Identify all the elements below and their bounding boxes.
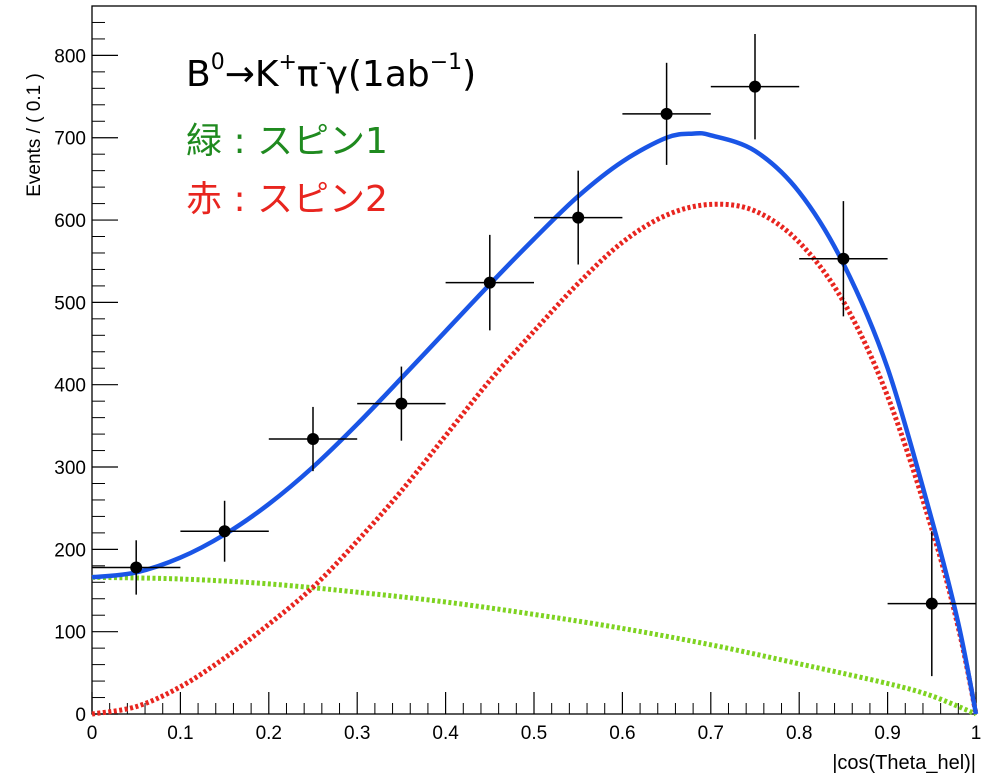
data-point [837, 252, 850, 265]
title-superscript: −1 [429, 50, 463, 75]
x-axis-ticks: 0 0.1 0.2 0.3 0.4 0.5 0.6 0.7 0.8 0.9 1 [87, 692, 982, 744]
data-point [307, 433, 319, 446]
data-point [749, 80, 761, 93]
data-point [395, 397, 408, 410]
y-tick-label: 800 [54, 46, 86, 67]
y-tick-label: 300 [54, 458, 86, 479]
data-point [925, 597, 938, 610]
y-tick-label: 0 [75, 705, 86, 726]
fit-curves [91, 130, 979, 717]
title-superscript: 0 [210, 50, 225, 75]
x-tick-label: 0.7 [698, 723, 724, 744]
x-tick-label: 0.5 [521, 723, 547, 744]
x-tick-label: 0 [87, 723, 98, 744]
y-tick-label: 100 [54, 623, 86, 644]
y-axis-ticks: 0 100 200 300 400 500 600 700 800 [54, 5, 118, 726]
y-tick-label: 200 [54, 540, 86, 561]
y-axis-label: Events / ( 0.1 ) [24, 73, 45, 197]
x-tick-label: 0.9 [874, 723, 900, 744]
y-tick-label: 700 [54, 129, 86, 150]
title-superscript: + [278, 50, 297, 75]
data-point [483, 276, 496, 289]
title-superscript: - [318, 50, 327, 75]
data-point [660, 107, 673, 120]
x-tick-label: 0.6 [609, 723, 635, 744]
x-tick-label: 0.3 [344, 723, 370, 744]
y-tick-label: 600 [54, 211, 86, 232]
x-tick-label: 0.2 [256, 723, 282, 744]
data-point [218, 525, 231, 538]
title-text: ) [462, 54, 477, 95]
legend-red-spin2: 赤 : スピン2 [186, 179, 388, 220]
data-points [92, 33, 976, 677]
title-text: γ(1ab [326, 54, 430, 95]
spin2-curve [91, 201, 979, 717]
x-tick-label: 0.8 [786, 723, 812, 744]
data-point [572, 211, 585, 224]
total-fit-curve [91, 130, 979, 715]
spin1-curve [91, 574, 977, 717]
y-tick-label: 500 [54, 293, 86, 314]
title-text: π [296, 54, 319, 95]
legend-green-spin1: 緑 : スピン1 [186, 121, 388, 162]
x-axis-label: |cos(Theta_hel)| [832, 752, 976, 774]
process-title: B0→K+π-γ(1ab−1) [186, 50, 477, 95]
y-tick-label: 400 [54, 376, 86, 397]
x-tick-label: 0.4 [432, 723, 459, 744]
title-text: →K [224, 54, 279, 95]
data-point [130, 561, 143, 574]
title-text: B [186, 54, 211, 95]
x-tick-label: 0.1 [167, 723, 193, 744]
x-tick-label: 1 [971, 723, 982, 744]
